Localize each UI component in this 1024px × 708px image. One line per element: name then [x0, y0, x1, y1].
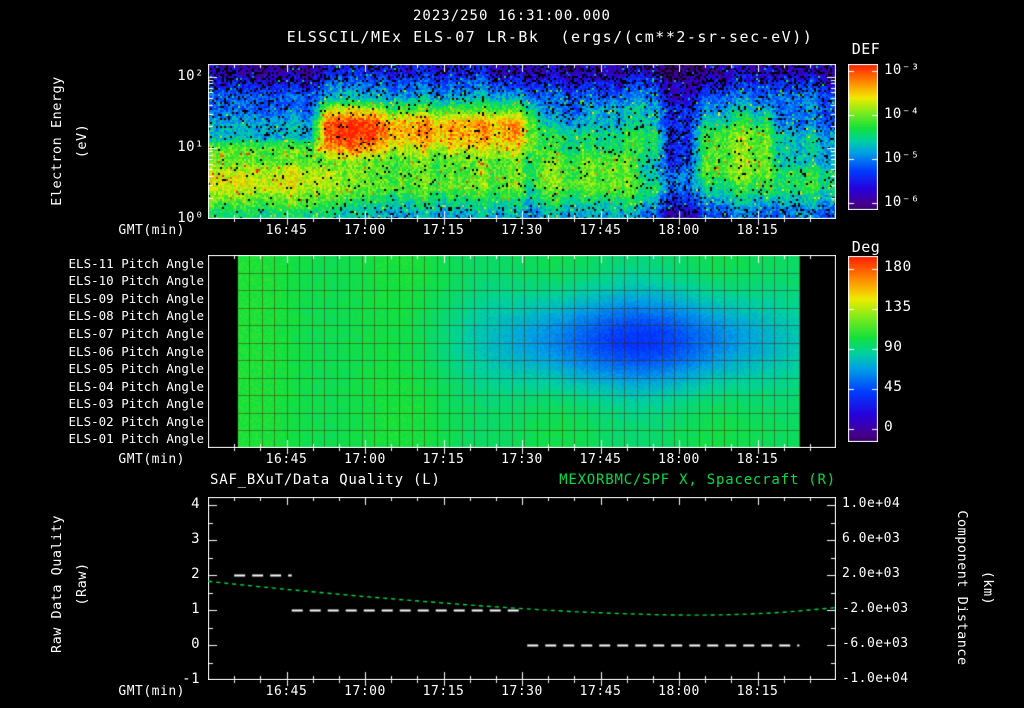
def-bar-tick-label: 10⁻⁵: [884, 151, 956, 166]
time-tick-label-spec: 17:45: [575, 224, 627, 238]
pitch-row-label: ELS-04 Pitch Angle: [50, 380, 204, 394]
time-tick-label-spec: 17:30: [496, 224, 548, 238]
distance-tick-label: -6.0e+03: [842, 637, 926, 651]
time-tick-label-spec: 18:15: [732, 224, 784, 238]
distance-tick-label: 2.0e+03: [842, 567, 926, 581]
quality-tick-label: 1: [158, 602, 200, 617]
def-bar-tick-label: 10⁻³: [884, 63, 956, 78]
distance-axis-units: (km): [980, 571, 996, 606]
deg-bar-tick-label: 180: [884, 260, 944, 276]
quality-axis-title: Raw Data Quality: [49, 515, 65, 653]
spec-energy-tick-label: 10¹: [150, 140, 204, 155]
def-bar-tick-label: 10⁻⁶: [884, 195, 956, 210]
time-tick-label-pitch: 17:15: [418, 453, 470, 467]
time-tick-label-pitch: 17:30: [496, 453, 548, 467]
time-tick-label-pitch: 18:00: [653, 453, 705, 467]
deg-bar-tick-label: 0: [884, 420, 944, 436]
deg-bar-tick-label: 135: [884, 300, 944, 316]
quality-tick-label: 3: [158, 532, 200, 547]
quality-tick-label: -1: [158, 672, 200, 687]
spec-y-axis-units: (eV): [74, 124, 90, 159]
pitch-row-label: ELS-11 Pitch Angle: [50, 257, 204, 271]
time-tick-label-spec: 16:45: [261, 224, 313, 238]
distance-tick-label: 1.0e+04: [842, 497, 926, 511]
pitch-angle-heatmap: [208, 255, 836, 448]
spec-energy-tick-label: 10⁰: [150, 211, 204, 226]
time-tick-label-line: 18:00: [653, 685, 705, 699]
quality-tick-label: 2: [158, 567, 200, 582]
spec-energy-tick-label: 10²: [150, 69, 204, 84]
electron-spectrogram-heatmap: [208, 64, 836, 219]
time-tick-label-line: 17:15: [418, 685, 470, 699]
space-physics-plot-screen: 2023/250 16:31:00.000 ELSSCIL/MEx ELS-07…: [0, 0, 1024, 708]
deg-colorbar-title: Deg: [844, 239, 888, 256]
deg-bar-tick-label: 45: [884, 380, 944, 396]
pitch-row-label: ELS-06 Pitch Angle: [50, 345, 204, 359]
spectrogram-title: ELSSCIL/MEx ELS-07 LR-Bk (ergs/(cm**2-sr…: [230, 29, 870, 46]
quality-axis-units: (Raw): [74, 562, 90, 605]
def-bar-tick-label: 10⁻⁴: [884, 107, 956, 122]
pitch-row-label: ELS-07 Pitch Angle: [50, 327, 204, 341]
time-tick-label-pitch: 17:00: [339, 453, 391, 467]
time-tick-label-line: 18:15: [732, 685, 784, 699]
distance-axis-title: Component Distance: [954, 510, 970, 665]
pitch-row-label: ELS-05 Pitch Angle: [50, 362, 204, 376]
time-tick-label-pitch: 17:45: [575, 453, 627, 467]
time-tick-label-spec: 18:00: [653, 224, 705, 238]
time-tick-label-spec: 17:15: [418, 224, 470, 238]
distance-tick-label: 6.0e+03: [842, 532, 926, 546]
pitch-row-label: ELS-01 Pitch Angle: [50, 432, 204, 446]
spec-y-axis-title: Electron Energy: [49, 76, 65, 205]
time-tick-label-line: 16:45: [261, 685, 313, 699]
distance-tick-label: -1.0e+04: [842, 672, 926, 686]
time-tick-label-line: 17:45: [575, 685, 627, 699]
time-tick-label-line: 17:30: [496, 685, 548, 699]
quality-distance-line-plot: [208, 497, 836, 680]
gmt-axis-label-pitch: GMT(min): [92, 453, 185, 467]
pitch-row-label: ELS-03 Pitch Angle: [50, 397, 204, 411]
distance-series-title: MEXORBMC/SPF X, Spacecraft (R): [500, 473, 836, 488]
quality-tick-label: 0: [158, 637, 200, 652]
pitch-row-label: ELS-09 Pitch Angle: [50, 292, 204, 306]
pitch-row-label: ELS-02 Pitch Angle: [50, 415, 204, 429]
deg-colorbar: [848, 256, 878, 442]
deg-bar-tick-label: 90: [884, 340, 944, 356]
time-tick-label-line: 17:00: [339, 685, 391, 699]
time-tick-label-spec: 17:00: [339, 224, 391, 238]
pitch-row-label: ELS-08 Pitch Angle: [50, 309, 204, 323]
def-colorbar: [848, 64, 878, 210]
pitch-row-label: ELS-10 Pitch Angle: [50, 274, 204, 288]
quality-tick-label: 4: [158, 497, 200, 512]
quality-series-title: SAF_BXuT/Data Quality (L): [210, 473, 441, 488]
distance-tick-label: -2.0e+03: [842, 602, 926, 616]
def-colorbar-title: DEF: [844, 41, 888, 58]
page-title: 2023/250 16:31:00.000: [0, 9, 1024, 24]
time-tick-label-pitch: 18:15: [732, 453, 784, 467]
time-tick-label-pitch: 16:45: [261, 453, 313, 467]
